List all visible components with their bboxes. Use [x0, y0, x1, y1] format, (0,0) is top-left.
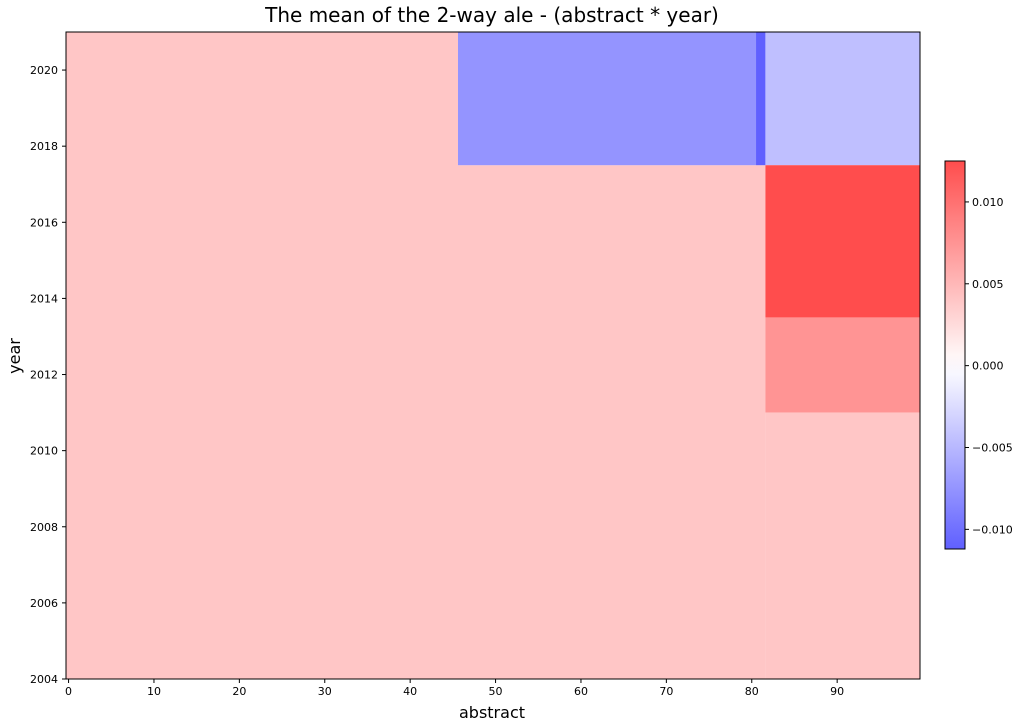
x-axis-label: abstract — [459, 703, 525, 722]
y-tick-label: 2018 — [30, 140, 58, 153]
x-tick-label: 30 — [318, 685, 332, 698]
y-axis-ticks: 2004 2006 2008 2010 2012 2014 2016 2018 2020 — [30, 64, 66, 686]
x-tick-label: 60 — [574, 685, 588, 698]
colorbar-ticks: 0.010 0.005 0.000 −0.005 −0.010 — [965, 196, 1013, 536]
x-tick-label: 90 — [830, 685, 844, 698]
colorbar-tick-label: 0.005 — [972, 278, 1004, 291]
heatmap-cells — [66, 32, 920, 680]
colorbar — [944, 160, 966, 550]
colorbar-tick-label: −0.005 — [972, 441, 1013, 454]
y-tick-label: 2016 — [30, 216, 58, 229]
colorbar-tick-label: 0.010 — [972, 196, 1004, 209]
x-tick-label: 0 — [65, 685, 72, 698]
x-tick-label: 40 — [403, 685, 417, 698]
y-tick-label: 2004 — [30, 673, 58, 686]
y-tick-label: 2008 — [30, 521, 58, 534]
x-tick-label: 80 — [745, 685, 759, 698]
heatmap-cell — [765, 412, 920, 679]
heatmap-cell — [765, 317, 920, 413]
x-tick-label: 10 — [147, 685, 161, 698]
x-tick-label: 20 — [232, 685, 246, 698]
y-axis-label: year — [5, 338, 24, 374]
x-tick-label: 50 — [489, 685, 503, 698]
y-tick-label: 2010 — [30, 445, 58, 458]
heatmap-cell — [66, 32, 458, 679]
heatmap-cell — [457, 165, 766, 680]
heatmap-cell — [765, 32, 920, 166]
y-tick-label: 2020 — [30, 64, 58, 77]
heatmap-cell — [756, 32, 766, 166]
chart-title: The mean of the 2-way ale - (abstract * … — [264, 3, 719, 27]
y-tick-label: 2006 — [30, 597, 58, 610]
plot-frame — [65, 31, 921, 680]
y-tick-label: 2012 — [30, 369, 58, 382]
heatmap-cell — [457, 32, 757, 166]
colorbar-tick-label: −0.010 — [972, 523, 1013, 536]
y-tick-label: 2014 — [30, 292, 58, 305]
x-axis-ticks: 0 10 20 30 40 50 60 70 80 90 — [65, 679, 844, 698]
colorbar-tick-label: 0.000 — [972, 360, 1004, 373]
x-tick-label: 70 — [659, 685, 673, 698]
heatmap-cell — [765, 165, 920, 318]
